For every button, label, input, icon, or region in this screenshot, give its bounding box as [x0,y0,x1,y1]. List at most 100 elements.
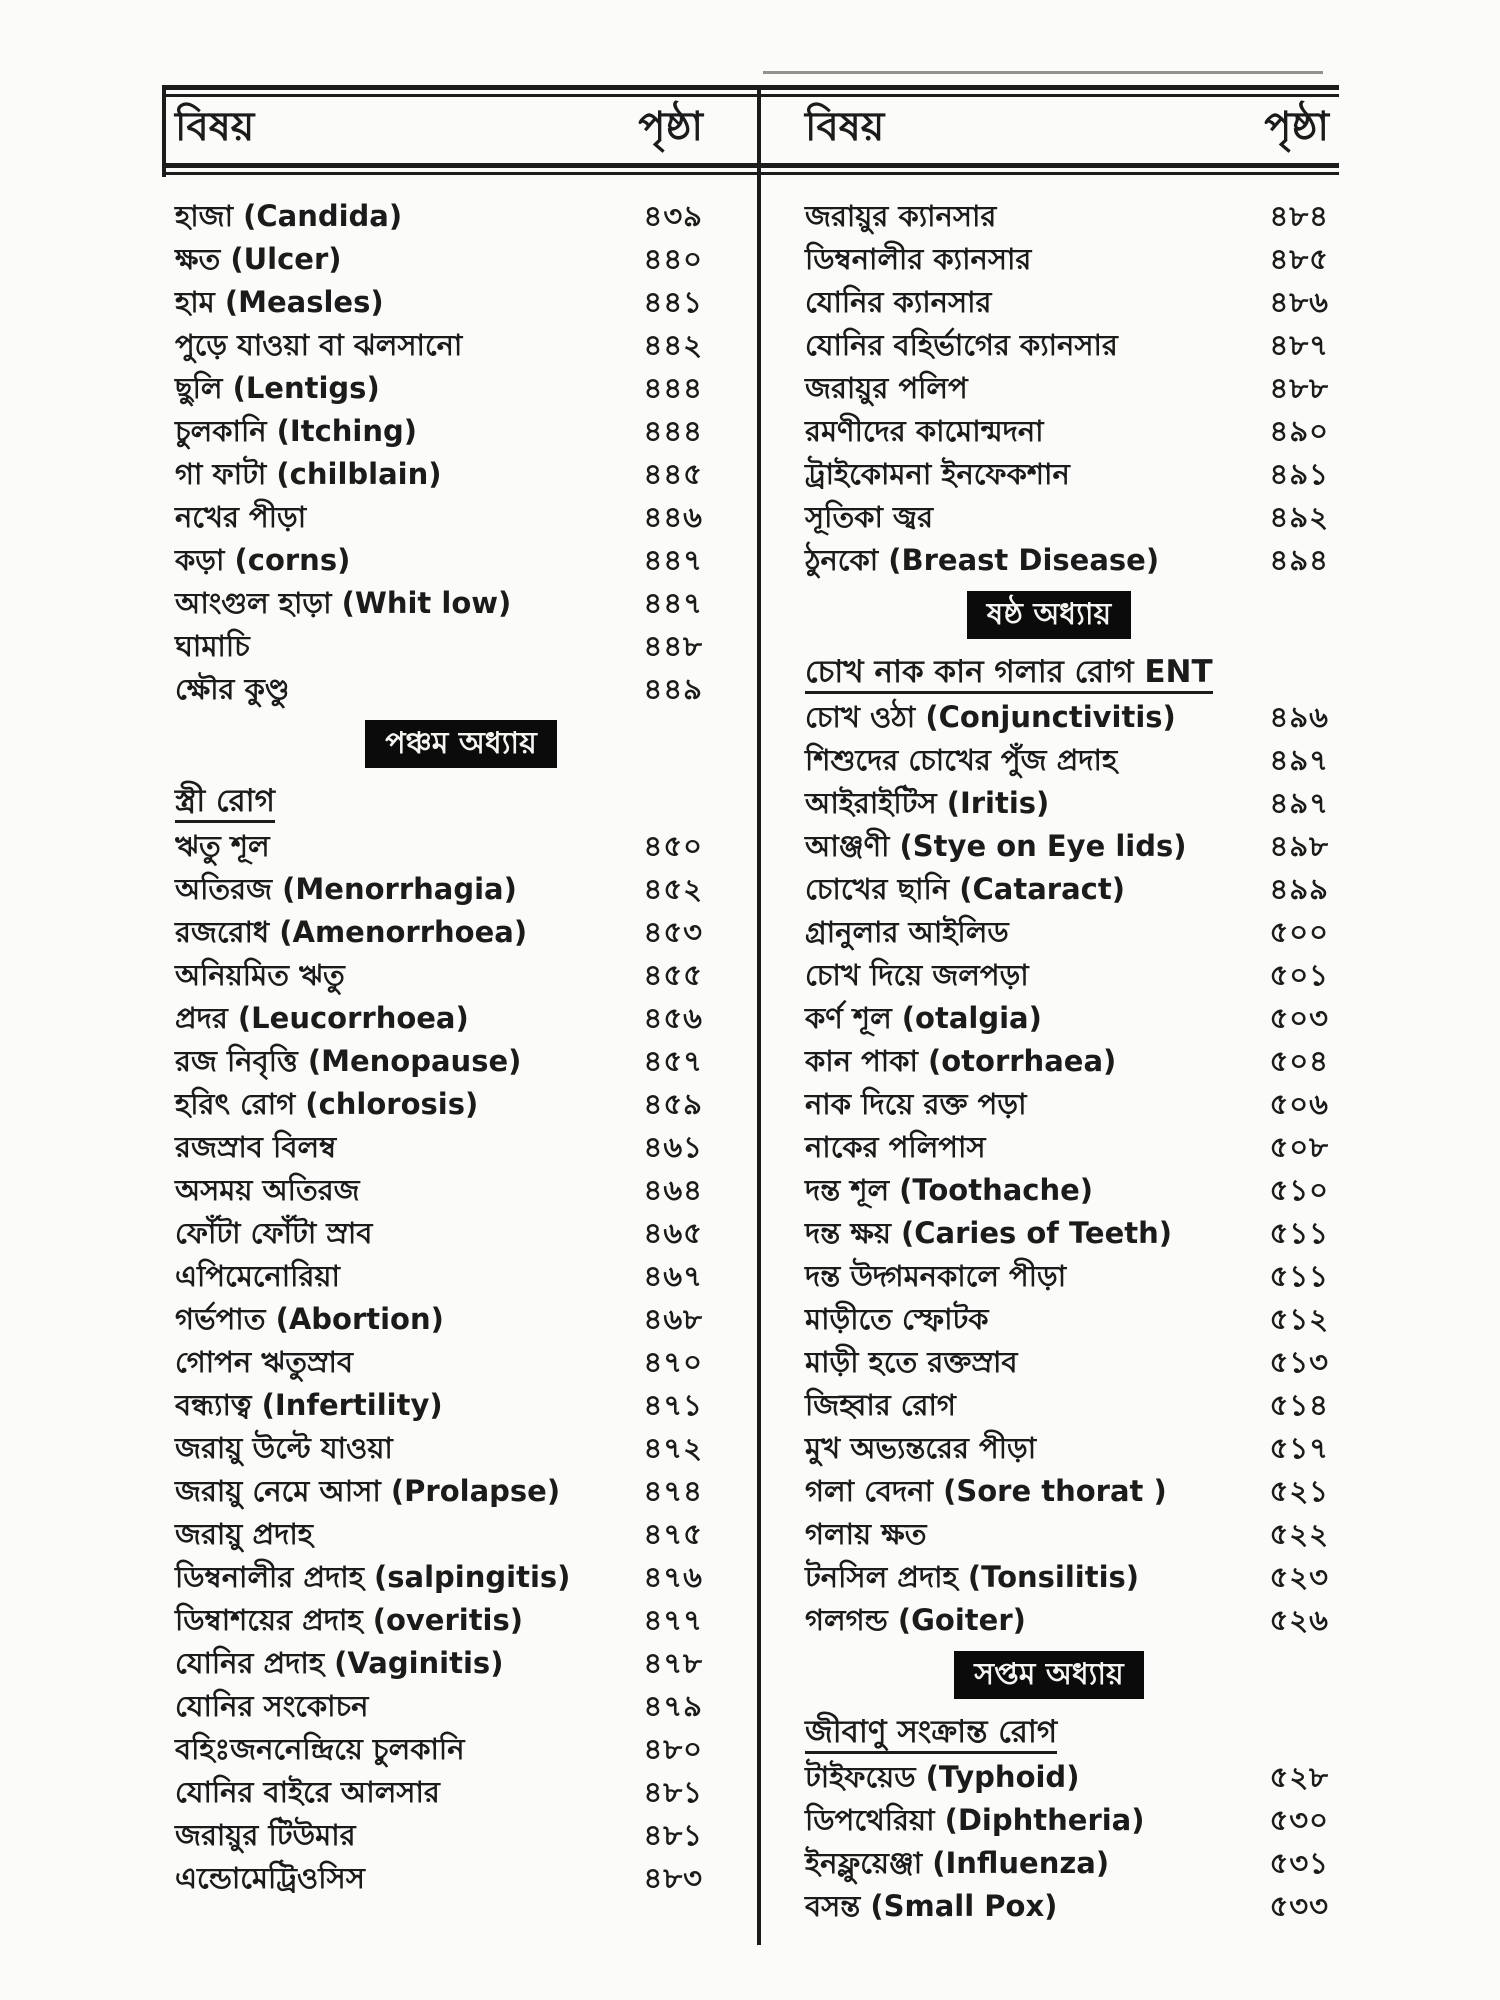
toc-entry-page: ৪৫৬ [643,1001,703,1035]
toc-entry-label: নাকের পলিপাস [805,1130,986,1164]
toc-entry-label: অতিরজ (Menorrhagia) [175,872,517,906]
toc-entry-label: নখের পীড়া [175,500,307,534]
toc-entry-page: ৪৫২ [643,872,703,906]
table-header-row: বিষয় পৃষ্ঠা বিষয় পৃষ্ঠা [163,97,1339,163]
toc-entry-page: ৫০৩ [1269,1001,1329,1035]
toc-row: বসন্ত (Small Pox) ৫৩৩ [759,1885,1339,1928]
toc-entry-page: ৪৯৭ [1269,743,1329,777]
toc-entry-page: ৪৭৯ [643,1689,703,1723]
toc-entry-label: ট্রাইকোমনা ইনফেকশান [805,457,1070,491]
toc-entry-label: প্রদর (Leucorrhoea) [175,1001,469,1035]
toc-entry-page: ৫০৮ [1269,1130,1329,1164]
toc-entry-page: ৪৬৮ [643,1302,703,1336]
toc-entry-page: ৪৮১ [643,1775,703,1809]
toc-entry-page: ৪৬৭ [643,1259,703,1293]
toc-entry-label: নাক দিয়ে রক্ত পড়া [805,1087,1027,1121]
toc-row: গর্ভপাত (Abortion) ৪৬৮ [163,1298,759,1341]
toc-entry-label: গলা বেদনা (Sore thorat ) [805,1474,1167,1508]
toc-entry-label: ফোঁটা ফোঁটা স্রাব [175,1216,373,1250]
toc-entry-page: ৫০৪ [1269,1044,1329,1078]
toc-entry-page: ৪৫৩ [643,915,703,949]
toc-row: ক্ষত (Ulcer) ৪৪০ [163,238,759,281]
toc-row: গলায় ক্ষত ৫২২ [759,1513,1339,1556]
toc-row: ইনফ্লুয়েঞ্জা (Influenza) ৫৩১ [759,1842,1339,1885]
category-heading-row: জীবাণু সংক্রান্ত রোগ [759,1708,1339,1756]
toc-row: আঞ্জণী (Stye on Eye lids) ৪৯৮ [759,825,1339,868]
top-double-rule [163,85,1339,97]
toc-row: কান পাকা (otorrhaea) ৫০৪ [759,1040,1339,1083]
toc-entry-page: ৫০৬ [1269,1087,1329,1121]
category-heading-row: চোখ নাক কান গলার রোগ ENT [759,648,1339,696]
toc-entry-page: ৪৭৮ [643,1646,703,1680]
toc-row: প্রদর (Leucorrhoea) ৪৫৬ [163,997,759,1040]
header-cell-right: বিষয় পৃষ্ঠা [759,95,1339,166]
toc-entry-label: চোখ ওঠা (Conjunctivitis) [805,700,1176,734]
page-header: পৃষ্ঠা [638,103,703,149]
toc-entry-page: ৪৯০ [1269,414,1329,448]
toc-entry-page: ৪৯৭ [1269,786,1329,820]
toc-entry-page: ৪৭২ [643,1431,703,1465]
toc-entry-page: ৫০০ [1269,915,1329,949]
toc-entry-label: সূতিকা জ্বর [805,500,934,534]
toc-entry-label: রজস্রাব বিলম্ব [175,1130,337,1164]
toc-row: বহিঃজননেন্দ্রিয়ে চুলকানি ৪৮০ [163,1728,759,1771]
category-heading: জীবাণু সংক্রান্ত রোগ [805,1714,1058,1754]
category-heading: স্ত্রী রোগ [175,783,275,823]
toc-row: গলগন্ড (Goiter) ৫২৬ [759,1599,1339,1642]
chapter-banner-row: সপ্তম অধ্যায় [759,1651,1339,1703]
toc-entry-page: ৪৪৫ [643,457,703,491]
toc-entry-page: ৪৩৯ [643,199,703,233]
toc-entry-page: ৪৮৮ [1269,371,1329,405]
toc-entry-label: মাড়ী হতে রক্তস্রাব [805,1345,1018,1379]
toc-row: যোনির বাইরে আলসার ৪৮১ [163,1771,759,1814]
toc-row: শিশুদের চোখের পুঁজ প্রদাহ ৪৯৭ [759,739,1339,782]
subject-header: বিষয় [175,103,255,149]
toc-entry-label: ছুলি (Lentigs) [175,371,380,405]
chapter-banner: পঞ্চম অধ্যায় [365,720,557,768]
toc-entry-page: ৫২৬ [1269,1603,1329,1637]
toc-entry-label: গলগন্ড (Goiter) [805,1603,1026,1637]
toc-entry-page: ৪৭৬ [643,1560,703,1594]
toc-entry-label: দন্ত উদ্গমনকালে পীড়া [805,1259,1067,1293]
toc-entry-label: চোখের ছানি (Cataract) [805,872,1125,906]
toc-entry-page: ৫১২ [1269,1302,1329,1336]
toc-entry-label: এপিমেনোরিয়া [175,1259,340,1293]
toc-entry-label: মাড়ীতে স্ফোটক [805,1302,989,1336]
toc-row: রজরোধ (Amenorrhoea) ৪৫৩ [163,911,759,954]
toc-entry-label: হাজা (Candida) [175,199,403,233]
toc-row: নখের পীড়া ৪৪৬ [163,496,759,539]
toc-entry-page: ৫১১ [1269,1216,1329,1250]
toc-entry-label: ইনফ্লুয়েঞ্জা (Influenza) [805,1846,1110,1880]
toc-entry-page: ৫০১ [1269,958,1329,992]
toc-entry-page: ৪৪৪ [643,414,703,448]
toc-entry-label: কড়া (corns) [175,543,351,577]
toc-entry-page: ৫২২ [1269,1517,1329,1551]
category-heading: চোখ নাক কান গলার রোগ ENT [805,654,1213,694]
page-header: পৃষ্ঠা [1264,103,1329,149]
toc-entry-label: টনসিল প্রদাহ (Tonsilitis) [805,1560,1140,1594]
toc-entry-label: ডিম্বাশয়ের প্রদাহ (overitis) [175,1603,524,1637]
toc-entry-page: ৪৪৯ [643,672,703,706]
toc-row: মাড়ীতে স্ফোটক ৫১২ [759,1298,1339,1341]
toc-entry-page: ৪৪৭ [643,543,703,577]
toc-entry-page: ৪৪৪ [643,371,703,405]
toc-entry-page: ৫২৮ [1269,1760,1329,1794]
chapter-banner: ষষ্ঠ অধ্যায় [966,591,1132,639]
subject-header: বিষয় [805,103,885,149]
toc-entry-label: কান পাকা (otorrhaea) [805,1044,1117,1078]
toc-entry-label: আংগুল হাড়া (Whit low) [175,586,512,620]
toc-entry-page: ৪৭১ [643,1388,703,1422]
toc-row: চুলকানি (Itching) ৪৪৪ [163,410,759,453]
toc-row: ফোঁটা ফোঁটা স্রাব ৪৬৫ [163,1212,759,1255]
toc-entry-label: জরায়ু নেমে আসা (Prolapse) [175,1474,561,1508]
toc-entry-label: কর্ণ শূল (otalgia) [805,1001,1042,1035]
category-heading-row: স্ত্রী রোগ [163,777,759,825]
toc-entry-page: ৪৮৩ [643,1861,703,1895]
column-divider [757,85,761,1945]
toc-entry-page: ৪৪০ [643,242,703,276]
toc-row: টাইফয়েড (Typhoid) ৫২৮ [759,1756,1339,1799]
toc-entry-label: এন্ডোমেট্রিওসিস [175,1861,365,1895]
toc-entry-label: গলায় ক্ষত [805,1517,927,1551]
toc-entry-page: ৫২৩ [1269,1560,1329,1594]
